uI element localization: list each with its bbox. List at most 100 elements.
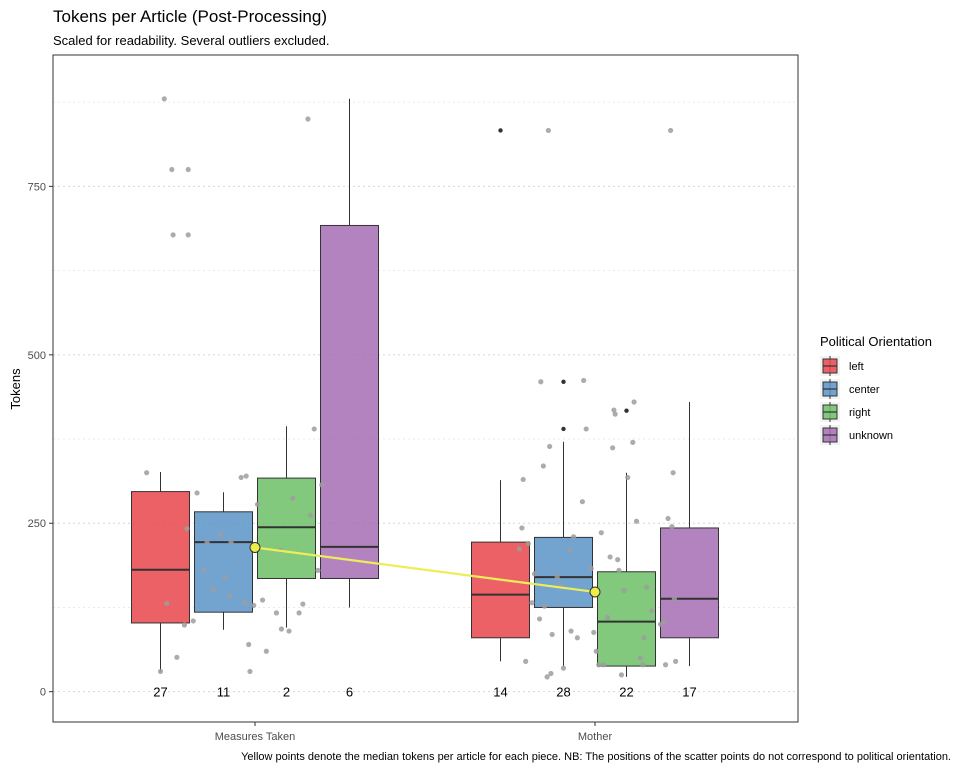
scatter-point-77 [612, 411, 618, 417]
scatter-point-96 [670, 470, 676, 476]
box-mother-center-iqr [534, 536, 593, 608]
scatter-point-6 [164, 600, 170, 607]
box-measures-taken-center-iqr [194, 511, 253, 613]
box-mother-unknown-count: 17 [682, 685, 696, 700]
scatter-point-44 [523, 658, 529, 664]
chart-subtitle: Scaled for readability. Several outliers… [53, 33, 330, 48]
scatter-point-14 [204, 539, 210, 545]
chart-title: Tokens per Article (Post-Processing) [53, 7, 327, 26]
y-tick-label-750: 750 [28, 181, 46, 193]
scatter-point-56 [549, 631, 555, 638]
scatter-point-74 [607, 554, 613, 560]
scatter-point-31 [278, 626, 285, 632]
box-mother-left-outlier-0 [498, 128, 503, 133]
scatter-point-76 [611, 407, 617, 413]
legend-label-unknown: unknown [849, 430, 893, 442]
y-axis-title: Tokens [8, 368, 23, 410]
scatter-point-34 [296, 610, 302, 616]
legend-item-left: left [820, 356, 864, 376]
scatter-point-69 [593, 648, 599, 654]
scatter-point-79 [616, 567, 622, 574]
legend-item-right: right [820, 402, 870, 422]
scatter-point-55 [548, 670, 554, 677]
box-mother-center-count: 28 [556, 685, 570, 700]
scatter-point-28 [263, 648, 269, 654]
box-mother-right-outlier-0 [624, 408, 629, 413]
scatter-point-26 [254, 501, 261, 507]
scatter-point-88 [641, 635, 647, 641]
scatter-point-83 [630, 439, 636, 445]
scatter-point-12 [194, 490, 200, 496]
scatter-point-81 [621, 588, 627, 594]
box-measures-taken-left [131, 472, 190, 672]
scatter-point-87 [640, 662, 646, 668]
x-tick-label-measures-taken: Measures Taken [215, 731, 296, 743]
scatter-point-97 [671, 596, 677, 602]
scatter-point-93 [665, 515, 671, 522]
box-mother-right-count: 22 [619, 685, 633, 700]
scatter-point-21 [242, 600, 248, 606]
scatter-point-47 [531, 571, 538, 577]
scatter-point-25 [251, 602, 257, 609]
box-mother-unknown [660, 401, 719, 667]
scatter-point-4 [170, 232, 176, 238]
scatter-point-11 [190, 618, 196, 624]
scatter-point-8 [185, 166, 191, 173]
box-measures-taken-unknown [320, 98, 379, 608]
scatter-point-54 [547, 443, 553, 450]
scatter-point-46 [529, 600, 535, 606]
scatter-point-19 [228, 539, 234, 545]
legend-item-center: center [820, 379, 880, 399]
scatter-point-29 [273, 610, 280, 616]
scatter-point-42 [519, 525, 525, 531]
box-mother-left-iqr [471, 541, 530, 639]
x-axis: Measures Taken Mother [215, 722, 612, 743]
scatter-point-84 [631, 399, 637, 405]
box-mother-unknown-iqr [660, 527, 719, 639]
legend: Political Orientation left center right unk… [820, 334, 932, 445]
scatter-point-7 [181, 622, 188, 628]
y-tick-label-250: 250 [28, 518, 46, 530]
legend-label-center: center [849, 384, 880, 396]
scatter-point-98 [673, 658, 679, 664]
scatter-point-45 [525, 540, 531, 547]
scatter-point-85 [633, 518, 640, 524]
box-measures-taken-left-count: 27 [153, 685, 167, 700]
legend-label-right: right [849, 407, 870, 419]
plot-border [52, 54, 799, 723]
y-tick-label-0: 0 [40, 687, 46, 699]
scatter-point-89 [644, 584, 650, 590]
box-measures-taken-unknown-count: 6 [346, 685, 353, 700]
scatter-point-63 [574, 635, 580, 641]
scatter-point-52 [544, 674, 550, 680]
scatter-point-27 [259, 597, 266, 603]
scatter-point-75 [610, 445, 616, 451]
box-layer [131, 98, 719, 677]
scatter-point-5 [174, 654, 180, 660]
median-trend-layer [249, 542, 601, 598]
scatter-point-39 [315, 567, 321, 574]
scatter-point-70 [596, 662, 602, 668]
scatter-point-67 [588, 565, 594, 571]
scatter-point-9 [185, 232, 191, 238]
box-mother-left-count: 14 [493, 685, 507, 700]
scatter-point-68 [591, 629, 597, 635]
box-mother-left [471, 128, 530, 662]
box-measures-taken-center [194, 492, 253, 630]
scatter-point-18 [227, 593, 233, 599]
scatter-point-32 [286, 628, 292, 634]
scatter-point-61 [568, 628, 574, 634]
scatter-point-51 [542, 603, 548, 609]
scatter-point-36 [305, 116, 311, 122]
scatter-point-17 [222, 574, 228, 580]
scatter-point-90 [649, 608, 655, 614]
scatter-point-48 [536, 616, 543, 622]
scatter-point-57 [554, 574, 560, 580]
scatter-point-72 [601, 662, 607, 668]
scatter-point-65 [581, 377, 587, 384]
scatter-point-15 [210, 586, 217, 592]
scatter-point-94 [668, 127, 674, 134]
scatter-point-60 [567, 547, 573, 553]
box-measures-taken-right-count: 2 [283, 685, 290, 700]
